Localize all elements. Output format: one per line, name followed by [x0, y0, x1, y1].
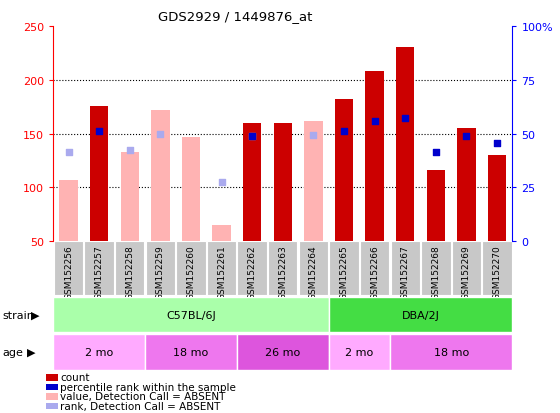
- Text: GSM152262: GSM152262: [248, 244, 256, 299]
- Bar: [120, 152, 139, 242]
- FancyBboxPatch shape: [482, 242, 512, 295]
- Text: GSM152258: GSM152258: [125, 244, 134, 299]
- Text: age: age: [3, 347, 24, 357]
- FancyBboxPatch shape: [145, 335, 237, 370]
- FancyBboxPatch shape: [207, 242, 236, 295]
- FancyBboxPatch shape: [390, 335, 512, 370]
- Text: strain: strain: [3, 310, 35, 320]
- FancyBboxPatch shape: [329, 297, 512, 332]
- Text: GSM152256: GSM152256: [64, 244, 73, 299]
- Text: ▶: ▶: [31, 310, 39, 320]
- Bar: [182, 138, 200, 242]
- Text: GSM152257: GSM152257: [95, 244, 104, 299]
- Bar: [274, 123, 292, 242]
- Point: [156, 131, 165, 138]
- Point: [493, 140, 502, 147]
- Text: 26 mo: 26 mo: [265, 347, 300, 357]
- Text: GSM152267: GSM152267: [401, 244, 410, 299]
- Text: value, Detection Call = ABSENT: value, Detection Call = ABSENT: [60, 392, 226, 401]
- Text: GSM152266: GSM152266: [370, 244, 379, 299]
- Bar: [458, 129, 475, 242]
- Bar: [151, 111, 170, 242]
- Text: GSM152260: GSM152260: [186, 244, 195, 299]
- FancyBboxPatch shape: [390, 242, 420, 295]
- Point: [64, 149, 73, 156]
- Bar: [304, 121, 323, 242]
- Text: GDS2929 / 1449876_at: GDS2929 / 1449876_at: [158, 10, 312, 23]
- Point: [248, 133, 256, 140]
- Text: 18 mo: 18 mo: [433, 347, 469, 357]
- Text: percentile rank within the sample: percentile rank within the sample: [60, 382, 236, 392]
- FancyBboxPatch shape: [452, 242, 481, 295]
- Text: ▶: ▶: [27, 347, 35, 357]
- FancyBboxPatch shape: [237, 242, 267, 295]
- Text: count: count: [60, 373, 90, 382]
- Bar: [243, 123, 262, 242]
- FancyBboxPatch shape: [268, 242, 297, 295]
- Bar: [274, 123, 292, 242]
- FancyBboxPatch shape: [53, 335, 145, 370]
- Bar: [212, 225, 231, 242]
- Bar: [396, 48, 414, 242]
- Text: GSM152269: GSM152269: [462, 244, 471, 299]
- Text: GSM152263: GSM152263: [278, 244, 287, 299]
- Text: DBA/2J: DBA/2J: [402, 310, 440, 320]
- Point: [431, 149, 440, 156]
- Bar: [243, 123, 262, 242]
- FancyBboxPatch shape: [421, 242, 451, 295]
- Point: [401, 116, 410, 123]
- Bar: [488, 156, 506, 242]
- FancyBboxPatch shape: [85, 242, 114, 295]
- Point: [370, 118, 379, 125]
- Text: rank, Detection Call = ABSENT: rank, Detection Call = ABSENT: [60, 401, 221, 411]
- Point: [217, 179, 226, 186]
- Text: GSM152270: GSM152270: [493, 244, 502, 299]
- Text: GSM152261: GSM152261: [217, 244, 226, 299]
- FancyBboxPatch shape: [53, 297, 329, 332]
- Bar: [335, 100, 353, 242]
- Bar: [366, 72, 384, 242]
- FancyBboxPatch shape: [54, 242, 83, 295]
- Text: 2 mo: 2 mo: [345, 347, 374, 357]
- Text: 18 mo: 18 mo: [174, 347, 208, 357]
- Text: GSM152265: GSM152265: [339, 244, 348, 299]
- Bar: [59, 180, 78, 242]
- Point: [462, 133, 471, 140]
- FancyBboxPatch shape: [329, 242, 359, 295]
- Point: [125, 147, 134, 154]
- Text: GSM152259: GSM152259: [156, 244, 165, 299]
- Text: GSM152268: GSM152268: [431, 244, 440, 299]
- Point: [339, 129, 348, 135]
- Point: [309, 132, 318, 139]
- Point: [95, 129, 104, 135]
- FancyBboxPatch shape: [298, 242, 328, 295]
- Text: GSM152264: GSM152264: [309, 244, 318, 299]
- Point: [248, 133, 256, 140]
- FancyBboxPatch shape: [146, 242, 175, 295]
- FancyBboxPatch shape: [237, 335, 329, 370]
- FancyBboxPatch shape: [115, 242, 144, 295]
- Text: 2 mo: 2 mo: [85, 347, 113, 357]
- Bar: [90, 106, 108, 242]
- FancyBboxPatch shape: [329, 335, 390, 370]
- FancyBboxPatch shape: [360, 242, 389, 295]
- FancyBboxPatch shape: [176, 242, 206, 295]
- Bar: [427, 171, 445, 242]
- Text: C57BL/6J: C57BL/6J: [166, 310, 216, 320]
